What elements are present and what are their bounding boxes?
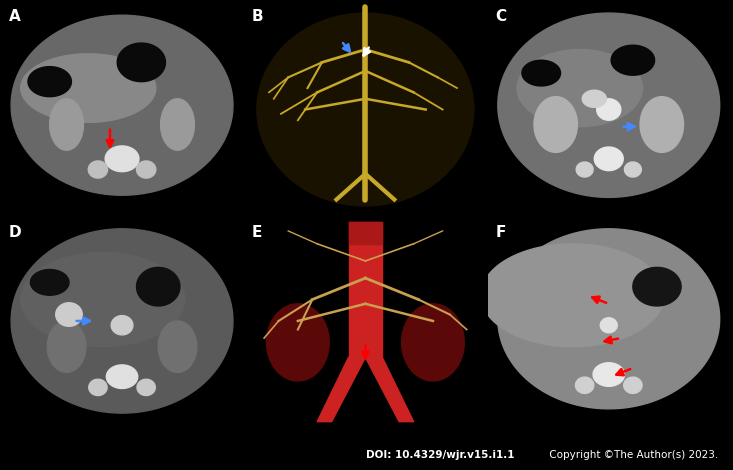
Text: F: F [496,225,506,240]
Polygon shape [640,97,683,152]
Polygon shape [30,269,69,295]
Polygon shape [136,161,156,178]
Polygon shape [582,90,606,107]
Polygon shape [158,321,196,372]
Polygon shape [117,43,166,82]
Polygon shape [366,357,413,422]
Text: Copyright ©The Author(s) 2023.: Copyright ©The Author(s) 2023. [546,450,718,460]
Text: E: E [252,225,262,240]
Polygon shape [348,222,383,357]
Polygon shape [625,162,641,177]
Polygon shape [348,222,383,244]
Polygon shape [624,377,642,393]
Polygon shape [21,252,185,347]
Polygon shape [317,357,366,422]
Polygon shape [600,318,617,333]
Polygon shape [576,162,593,177]
Polygon shape [11,229,233,413]
Polygon shape [498,229,720,409]
Polygon shape [21,54,156,122]
Polygon shape [50,99,84,150]
Ellipse shape [257,13,474,206]
Polygon shape [522,60,561,86]
Polygon shape [534,97,578,152]
Polygon shape [106,365,138,389]
Polygon shape [498,13,720,197]
Polygon shape [611,45,655,75]
Polygon shape [105,146,139,172]
Polygon shape [593,363,625,386]
Polygon shape [89,379,107,396]
Polygon shape [481,244,664,347]
Polygon shape [111,315,133,335]
Polygon shape [402,304,464,381]
Polygon shape [267,304,329,381]
Text: DOI: 10.4329/wjr.v15.i1.1: DOI: 10.4329/wjr.v15.i1.1 [366,450,515,460]
Polygon shape [11,15,233,195]
Text: B: B [252,9,264,24]
Polygon shape [597,99,621,120]
Polygon shape [575,377,594,393]
Text: A: A [9,9,21,24]
Polygon shape [136,267,180,306]
Polygon shape [161,99,194,150]
Polygon shape [56,303,82,326]
Text: C: C [496,9,507,24]
Polygon shape [633,267,681,306]
Polygon shape [48,321,86,372]
Text: D: D [9,225,21,240]
Polygon shape [517,49,643,126]
Polygon shape [594,147,623,171]
Polygon shape [137,379,155,396]
Polygon shape [28,67,71,97]
Polygon shape [88,161,108,178]
